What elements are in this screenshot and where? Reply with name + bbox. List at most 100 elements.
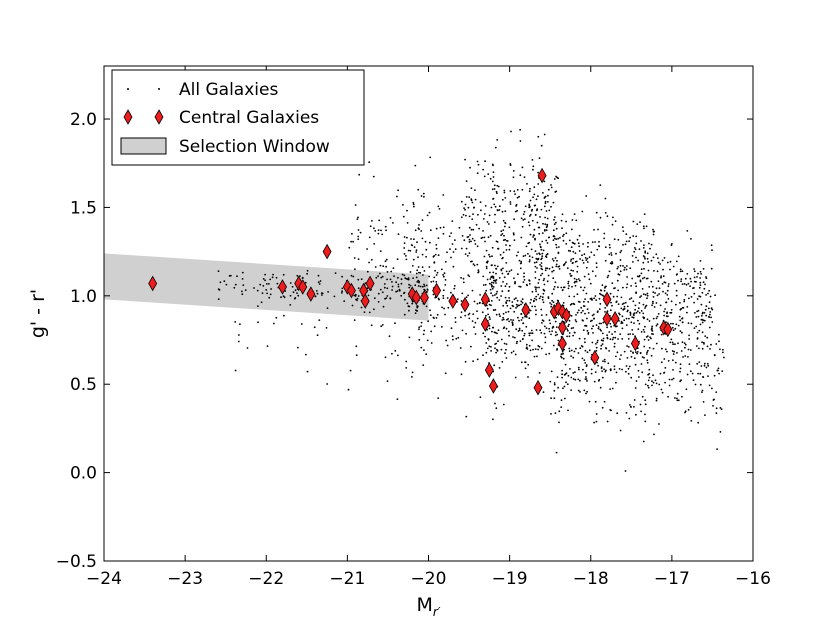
galaxy-point	[490, 346, 492, 348]
galaxy-point	[684, 355, 687, 357]
galaxy-point	[584, 362, 587, 364]
galaxy-point	[490, 283, 493, 286]
galaxy-point	[677, 255, 680, 258]
galaxy-point	[392, 222, 394, 224]
galaxy-point	[567, 282, 570, 285]
galaxy-point	[502, 229, 505, 232]
galaxy-point	[234, 321, 237, 323]
galaxy-point	[385, 258, 388, 261]
galaxy-point	[626, 345, 628, 347]
galaxy-point	[690, 238, 692, 240]
galaxy-point	[574, 261, 577, 263]
central-galaxy-point	[590, 349, 600, 366]
galaxy-point	[630, 406, 632, 408]
galaxy-point	[495, 407, 498, 410]
galaxy-point	[373, 297, 376, 300]
galaxy-point	[397, 276, 399, 279]
galaxy-point	[578, 301, 581, 303]
galaxy-point	[585, 266, 588, 269]
galaxy-point	[652, 374, 654, 377]
galaxy-point	[460, 276, 462, 279]
galaxy-point	[473, 239, 476, 242]
galaxy-point	[587, 245, 589, 248]
galaxy-point	[418, 326, 421, 329]
galaxy-point	[559, 236, 561, 239]
galaxy-point	[556, 376, 559, 378]
galaxy-point	[664, 348, 667, 351]
galaxy-point	[660, 361, 663, 364]
galaxy-point	[549, 322, 552, 325]
galaxy-point	[589, 282, 592, 285]
galaxy-point	[451, 243, 454, 245]
galaxy-point	[395, 290, 397, 293]
galaxy-point	[623, 319, 626, 322]
galaxy-point	[520, 313, 523, 315]
galaxy-point	[570, 258, 573, 261]
galaxy-point	[297, 294, 300, 297]
galaxy-point	[505, 301, 507, 304]
galaxy-point	[601, 370, 603, 372]
galaxy-point	[617, 289, 619, 292]
central-galaxy-point	[278, 279, 287, 295]
galaxy-point	[493, 188, 496, 190]
galaxy-point	[610, 254, 613, 256]
galaxy-point	[468, 241, 471, 243]
galaxy-point	[264, 273, 266, 276]
galaxy-point	[679, 319, 682, 322]
galaxy-point	[627, 346, 630, 348]
galaxy-point	[407, 277, 410, 279]
galaxy-point	[700, 273, 702, 275]
galaxy-point	[562, 302, 565, 304]
galaxy-point	[381, 233, 384, 236]
galaxy-point	[573, 331, 576, 334]
galaxy-point	[447, 306, 450, 309]
galaxy-point	[416, 241, 418, 244]
galaxy-point	[673, 282, 676, 285]
galaxy-point	[608, 331, 611, 333]
galaxy-point	[675, 303, 677, 306]
galaxy-point	[357, 278, 360, 281]
central-galaxy-point	[365, 275, 375, 292]
galaxy-point	[575, 280, 578, 283]
galaxy-point	[623, 308, 626, 310]
galaxy-point	[632, 300, 635, 303]
galaxy-point	[664, 367, 667, 369]
galaxy-point	[386, 295, 389, 297]
galaxy-point	[539, 246, 542, 249]
galaxy-point	[485, 314, 487, 317]
galaxy-point	[382, 265, 385, 268]
galaxy-point	[546, 267, 549, 270]
galaxy-point	[572, 269, 574, 272]
galaxy-point	[663, 314, 665, 317]
galaxy-point	[585, 325, 588, 327]
galaxy-point	[460, 316, 462, 319]
galaxy-point	[582, 305, 585, 307]
galaxy-point	[680, 280, 682, 283]
galaxy-point	[428, 266, 431, 268]
galaxy-point	[257, 321, 259, 324]
galaxy-point	[704, 283, 706, 286]
galaxy-point	[586, 317, 588, 320]
galaxy-point	[652, 228, 654, 231]
galaxy-point	[453, 285, 456, 287]
galaxy-point	[670, 311, 673, 314]
legend-label: All Galaxies	[179, 80, 278, 100]
galaxy-point	[576, 293, 579, 296]
galaxy-point	[467, 236, 470, 238]
galaxy-point	[655, 302, 658, 304]
galaxy-point	[479, 396, 482, 399]
galaxy-point	[597, 327, 600, 330]
galaxy-point	[522, 219, 525, 221]
galaxy-point	[397, 189, 399, 192]
galaxy-point	[534, 265, 537, 268]
galaxy-point	[702, 319, 705, 322]
galaxy-point	[621, 303, 624, 305]
galaxy-point	[656, 294, 659, 297]
galaxy-point	[389, 278, 392, 281]
galaxy-point	[444, 284, 447, 286]
galaxy-point	[643, 213, 646, 216]
galaxy-point	[568, 295, 571, 298]
galaxy-point	[705, 314, 708, 317]
galaxy-point	[411, 302, 414, 305]
galaxy-point	[560, 399, 563, 402]
